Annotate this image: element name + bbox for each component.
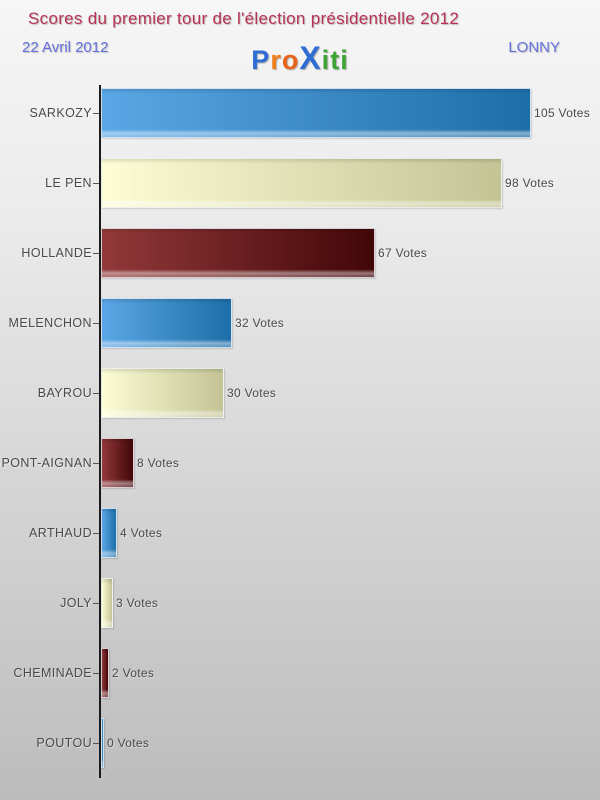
vote-count-label: 4 Votes [120,526,163,540]
bar-sheen [102,369,223,417]
candidate-label: SARKOZY [29,106,92,120]
bar-row: BAYROU 30 Votes [0,358,600,428]
commune-name: LONNY [508,39,560,56]
bar-row: CHEMINADE 2 Votes [0,638,600,708]
bar-sheen [102,719,103,767]
axis-tick [93,323,99,324]
candidate-label: HOLLANDE [21,246,92,260]
vote-bar [101,578,113,628]
vote-count-label: 67 Votes [378,246,428,260]
vote-count-label: 32 Votes [235,316,285,330]
bar-row: SARKOZY 105 Votes [0,78,600,148]
candidate-label: POUTOU [36,736,92,750]
axis-tick [93,183,99,184]
axis-tick [93,253,99,254]
bar-sheen [102,509,116,557]
bar-row: LE PEN 98 Votes [0,148,600,218]
candidate-label: DUPONT-AIGNAN [0,456,92,470]
logo-letter: X [299,40,322,76]
vote-count-label: 98 Votes [505,176,555,190]
bar-sheen [102,89,530,137]
bar-row: POUTOU 0 Votes [0,708,600,778]
bar-row: MELENCHON 32 Votes [0,288,600,358]
candidate-label: ARTHAUD [29,526,92,540]
axis-tick [93,393,99,394]
logo-letter: t [330,45,341,75]
bar-row: DUPONT-AIGNAN 8 Votes [0,428,600,498]
vote-count-label: 2 Votes [112,666,155,680]
logo-letter: i [340,45,349,75]
vote-bar [101,508,117,558]
logo-letter: o [281,45,300,75]
vote-bar [101,368,224,418]
page-title: Scores du premier tour de l'élection pré… [28,9,460,28]
vote-bar [101,718,104,768]
vote-count-label: 105 Votes [534,106,591,120]
vote-bar [101,438,134,488]
vote-bar [101,158,502,208]
vote-bar [101,298,232,348]
candidate-label: BAYROU [37,386,92,400]
axis-tick [93,113,99,114]
bar-row: HOLLANDE 67 Votes [0,218,600,288]
bar-chart: SARKOZY 105 Votes LE PEN 98 Votes HOLLANDE 67… [0,78,600,788]
vote-bar [101,648,109,698]
axis-tick [93,463,99,464]
candidate-label: JOLY [60,596,92,610]
vote-bar [101,88,531,138]
vote-count-label: 30 Votes [227,386,277,400]
axis-tick [93,743,99,744]
bar-sheen [102,579,112,627]
election-date: 22 Avril 2012 [22,39,109,56]
axis-tick [93,533,99,534]
y-axis-line [99,85,101,778]
vote-bar [101,228,375,278]
bar-sheen [102,439,133,487]
logo-letter: P [251,45,271,75]
logo-letter: r [270,45,282,75]
axis-tick [93,603,99,604]
proxiti-logo[interactable]: ProXiti [0,42,600,74]
candidate-label: LE PEN [45,176,92,190]
vote-count-label: 0 Votes [107,736,150,750]
bar-sheen [102,229,374,277]
axis-tick [93,673,99,674]
candidate-label: CHEMINADE [13,666,92,680]
bar-sheen [102,649,108,697]
vote-count-label: 8 Votes [137,456,180,470]
bar-sheen [102,299,231,347]
bar-sheen [102,159,501,207]
bar-row: JOLY 3 Votes [0,568,600,638]
vote-count-label: 3 Votes [116,596,159,610]
candidate-label: MELENCHON [8,316,92,330]
bar-row: ARTHAUD 4 Votes [0,498,600,568]
logo-letter: i [321,45,331,75]
